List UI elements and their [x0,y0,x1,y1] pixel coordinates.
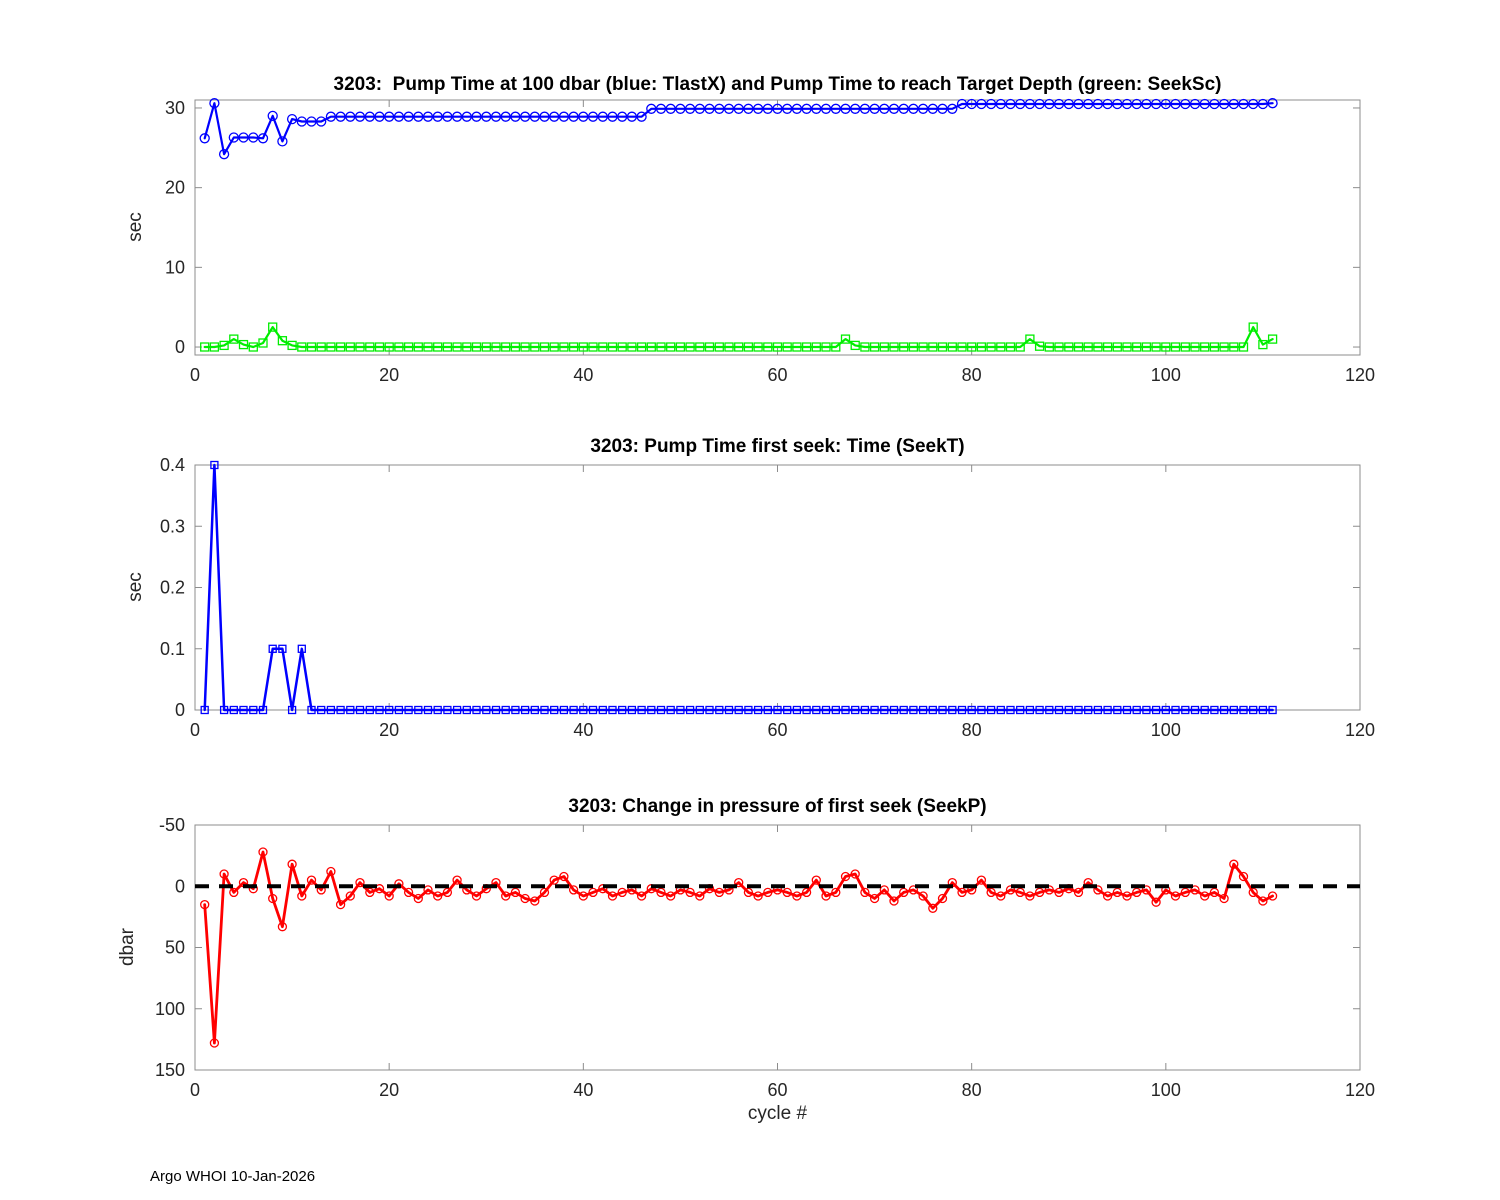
svg-text:20: 20 [379,365,399,385]
svg-text:40: 40 [573,720,593,740]
svg-text:0: 0 [175,876,185,896]
figure-footer: Argo WHOI 10-Jan-2026 [150,1168,316,1185]
subplot-1: 0 20 40 60 80 100 120 0 0.1 0.2 0.3 0.4 [160,455,1375,740]
svg-text:100: 100 [155,999,185,1019]
svg-text:20: 20 [379,720,399,740]
svg-text:50: 50 [165,938,185,958]
svg-text:0: 0 [190,1080,200,1100]
svg-text:-50: -50 [159,815,185,835]
svg-text:150: 150 [155,1060,185,1080]
svg-text:120: 120 [1345,365,1375,385]
svg-text:100: 100 [1151,720,1181,740]
svg-text:10: 10 [165,257,185,277]
svg-text:60: 60 [767,1080,787,1100]
svg-text:80: 80 [962,365,982,385]
svg-text:80: 80 [962,720,982,740]
svg-text:20: 20 [379,1080,399,1100]
svg-text:80: 80 [962,1080,982,1100]
svg-text:0: 0 [190,720,200,740]
svg-text:60: 60 [767,720,787,740]
svg-text:40: 40 [573,365,593,385]
svg-text:100: 100 [1151,365,1181,385]
subplot-2: 0 20 40 60 80 100 120 -50 0 50 100 150 [155,815,1375,1100]
svg-text:120: 120 [1345,720,1375,740]
seekt-chart-title: 3203: Pump Time first seek: Time (SeekT) [590,436,965,457]
svg-text:0: 0 [175,700,185,720]
svg-text:60: 60 [767,365,787,385]
subplot-0: 0 20 40 60 80 100 120 0 10 20 30 [165,98,1375,385]
x-axis-label: cycle # [747,1103,808,1124]
svg-text:20: 20 [165,178,185,198]
svg-text:100: 100 [1151,1080,1181,1100]
svg-text:30: 30 [165,98,185,118]
svg-text:0: 0 [175,337,185,357]
svg-text:0.3: 0.3 [160,516,185,536]
seekp-chart-title: 3203: Change in pressure of first seek (… [568,796,987,817]
svg-text:0.1: 0.1 [160,639,185,659]
svg-text:0.2: 0.2 [160,578,185,598]
svg-text:0: 0 [190,365,200,385]
svg-text:120: 120 [1345,1080,1375,1100]
svg-text:40: 40 [573,1080,593,1100]
pump-time-chart-title: 3203: Pump Time at 100 dbar (blue: Tlast… [333,74,1222,95]
svg-text:0.4: 0.4 [160,455,185,475]
